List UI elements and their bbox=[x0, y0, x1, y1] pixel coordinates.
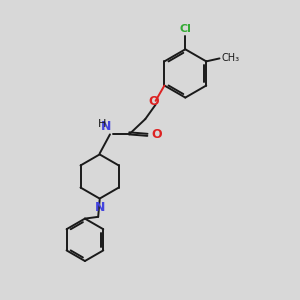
Text: CH₃: CH₃ bbox=[222, 53, 240, 63]
Text: N: N bbox=[101, 120, 111, 133]
Text: N: N bbox=[94, 201, 105, 214]
Text: Cl: Cl bbox=[179, 24, 191, 34]
Text: H: H bbox=[98, 119, 106, 129]
Text: O: O bbox=[149, 95, 159, 108]
Text: O: O bbox=[151, 128, 162, 141]
